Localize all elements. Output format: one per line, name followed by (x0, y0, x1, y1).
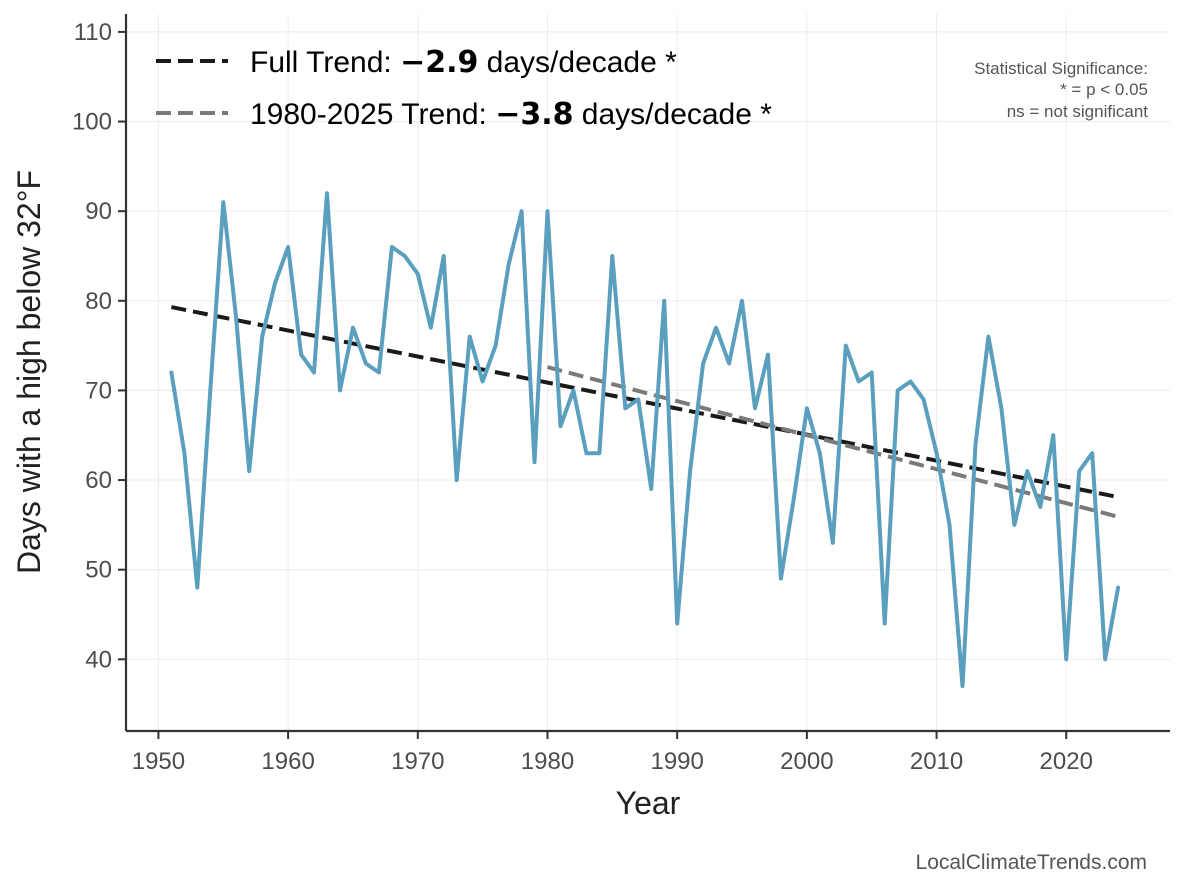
y-ticks: 40 50 60 70 80 90 100 110 (72, 19, 126, 673)
series-line (169, 191, 1121, 689)
y-tick-label: 70 (85, 377, 112, 404)
y-tick-label: 40 (85, 646, 112, 673)
y-tick-label: 90 (85, 198, 112, 225)
x-tick-label: 1980 (521, 748, 574, 775)
x-tick-label: 1990 (650, 748, 703, 775)
x-ticks: 1950 1960 1970 1980 1990 2000 2010 2020 (132, 731, 1093, 775)
legend: Full Trend: −2.9 days/decade *1980-2025 … (156, 45, 772, 132)
legend-trend-value: −3.8 (495, 97, 573, 132)
series (169, 191, 1121, 689)
y-tick-label: 80 (85, 288, 112, 315)
trend-line (546, 365, 1119, 519)
significance-note-line: ns = not significant (1007, 102, 1149, 121)
legend-label: 1980-2025 Trend: −3.8 days/decade * (250, 97, 772, 132)
gridlines (126, 14, 1170, 731)
legend-label-prefix: Full Trend: (250, 46, 400, 79)
y-tick-label: 50 (85, 557, 112, 584)
legend-label-suffix: days/decade * (573, 98, 772, 131)
legend-label-prefix: 1980-2025 Trend: (250, 98, 495, 131)
x-tick-label: 2020 (1040, 748, 1093, 775)
axes (124, 14, 1170, 733)
legend-label-suffix: days/decade * (478, 46, 677, 79)
trend-line (170, 305, 1119, 500)
x-tick-label: 1970 (391, 748, 444, 775)
trend-lines (170, 305, 1119, 519)
credit-text: LocalClimateTrends.com (916, 851, 1147, 874)
significance-note: Statistical Significance: * = p < 0.05 n… (974, 59, 1148, 121)
significance-note-line: Statistical Significance: (974, 59, 1148, 78)
y-tick-label: 60 (85, 467, 112, 494)
legend-label: Full Trend: −2.9 days/decade * (250, 45, 677, 80)
legend-trend-value: −2.9 (400, 45, 478, 80)
x-tick-label: 2010 (910, 748, 963, 775)
x-tick-label: 1950 (132, 748, 185, 775)
y-tick-label: 110 (74, 19, 112, 46)
y-axis-title: Days with a high below 32°F (11, 170, 47, 574)
y-tick-label: 100 (72, 109, 112, 136)
x-tick-label: 2000 (780, 748, 833, 775)
x-tick-label: 1960 (261, 748, 314, 775)
significance-note-line: * = p < 0.05 (1060, 80, 1148, 99)
x-axis-title: Year (616, 785, 681, 821)
